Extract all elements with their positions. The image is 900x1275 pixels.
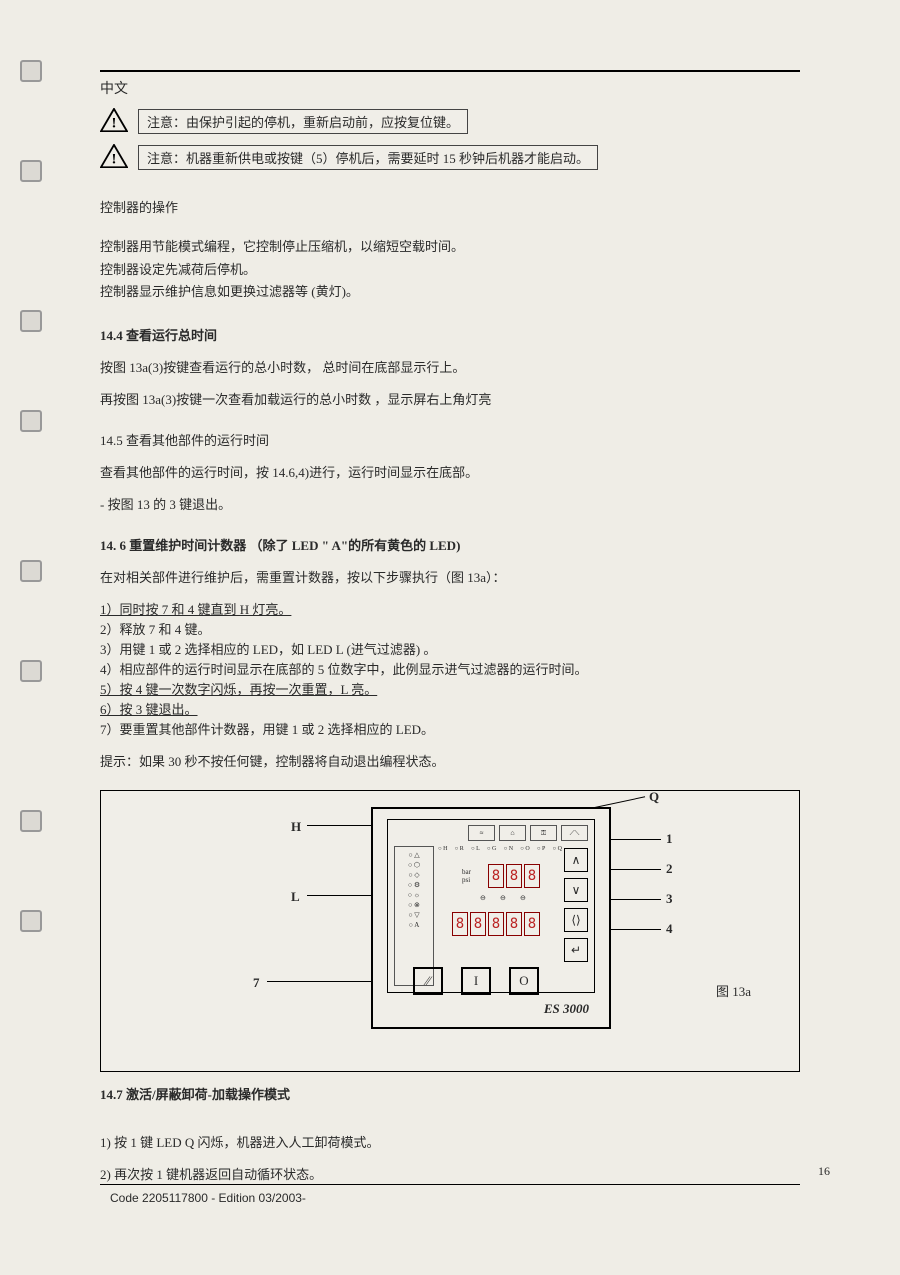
heading-14-4: 14.4 查看运行总时间	[100, 325, 800, 344]
document-page: 中文 ! 注意：由保护引起的停机，重新启动前，应按复位键。 ! 注意：机器重新供…	[0, 0, 900, 1275]
digit-display-top: 8 8 8	[488, 864, 540, 888]
body-text: 控制器设定先减荷后停机。	[100, 260, 800, 281]
step: 7）要重置其他部件计数器，用键 1 或 2 选择相应的 LED。	[100, 719, 800, 738]
led-row: H R L G N O P Q	[438, 846, 562, 860]
callout-3: 3	[666, 891, 673, 907]
top-rule	[100, 70, 800, 72]
top-icon-row: ≈ ⌂ ⚿ ⟋⟍	[468, 824, 588, 842]
warning-icon: !	[100, 144, 128, 170]
callout-2: 2	[666, 861, 673, 877]
callout-Q: Q	[649, 789, 659, 805]
callout-4: 4	[666, 921, 673, 937]
up-button: ∧	[564, 848, 588, 872]
step: 1）同时按 7 和 4 键直到 H 灯亮。	[100, 602, 291, 617]
cycle-button: ⟨⟩	[564, 908, 588, 932]
warning-1: ! 注意：由保护引起的停机，重新启动前，应按复位键。	[100, 108, 800, 134]
callout-7: 7	[253, 975, 260, 991]
warning-icon: !	[100, 108, 128, 134]
page-number: 16	[818, 1164, 830, 1179]
step: 2）释放 7 和 4 键。	[100, 619, 800, 638]
reset-button: ⁄⁄	[413, 967, 443, 995]
bottom-buttons: ⁄⁄ I O	[413, 967, 539, 995]
warning-text-2: 注意：机器重新供电或按键（5）停机后，需要延时 15 秒钟后机器才能启动。	[138, 145, 598, 170]
step: 4）相应部件的运行时间显示在底部的 5 位数字中，此例显示进气过滤器的运行时间。	[100, 659, 800, 678]
side-led-column: △ ⬡ ◇ ⚙ ☼ ⊗ ▽ A	[394, 846, 434, 986]
steps-14-6: 1）同时按 7 和 4 键直到 H 灯亮。 2）释放 7 和 4 键。 3）用键…	[100, 599, 800, 738]
section-title: 控制器的操作	[100, 198, 800, 219]
section-controller: 控制器的操作 控制器用节能模式编程，它控制停止压缩机，以缩短空载时间。 控制器设…	[100, 198, 800, 303]
start-button: I	[461, 967, 491, 995]
figure-label: 图 13a	[716, 981, 751, 1000]
step: 6）按 3 键退出。	[100, 702, 198, 717]
controller-panel: ≈ ⌂ ⚿ ⟋⟍ H R L G N O P Q △ ⬡	[371, 807, 611, 1029]
body-text: 1) 按 1 键 LED Q 闪烁，机器进入人工卸荷模式。	[100, 1132, 800, 1151]
language-label: 中文	[100, 78, 800, 98]
warning-2: ! 注意：机器重新供电或按键（5）停机后，需要延时 15 秒钟后机器才能启动。	[100, 144, 800, 170]
body-text: - 按图 13 的 3 键退出。	[100, 494, 800, 513]
body-text: 再按图 13a(3)按键一次查看加载运行的总小时数 ，显示屏右上角灯亮	[100, 389, 800, 408]
heading-14-6: 14. 6 重置维护时间计数器 （除了 LED " A"的所有黄色的 LED)	[100, 535, 800, 554]
enter-button: ↵	[564, 938, 588, 962]
diagram-13a: H L 7 Q 1 2 3 4 图 13a ≈ ⌂ ⚿ ⟋⟍	[100, 790, 800, 1072]
callout-H: H	[291, 819, 301, 835]
body-text: 查看其他部件的运行时间，按 14.6,4)进行，运行时间显示在底部。	[100, 462, 800, 481]
footer-code: Code 2205117800 - Edition 03/2003-	[110, 1191, 306, 1205]
step: 3）用键 1 或 2 选择相应的 LED，如 LED L (进气过滤器) 。	[100, 639, 800, 658]
binder-holes	[20, 0, 50, 1275]
model-label: ES 3000	[544, 1001, 589, 1017]
heading-14-5: 14.5 查看其他部件的运行时间	[100, 430, 800, 449]
callout-L: L	[291, 889, 300, 905]
stop-button: O	[509, 967, 539, 995]
body-text: 控制器用节能模式编程，它控制停止压缩机，以缩短空载时间。	[100, 237, 800, 258]
callout-1: 1	[666, 831, 673, 847]
body-text: 2) 再次按 1 键机器返回自动循环状态。	[100, 1164, 800, 1183]
step: 5）按 4 键一次数字闪烁，再按一次重置，L 亮。	[100, 682, 377, 697]
body-text: 按图 13a(3)按键查看运行的总小时数， 总时间在底部显示行上。	[100, 357, 800, 376]
warning-text-1: 注意：由保护引起的停机，重新启动前，应按复位键。	[138, 109, 468, 134]
right-button-column: ∧ ∨ ⟨⟩ ↵	[564, 848, 588, 962]
body-text: 在对相关部件进行维护后，需重置计数器，按以下步骤执行（图 13a）：	[100, 567, 800, 586]
body-text: 控制器显示维护信息如更换过滤器等 (黄灯)。	[100, 282, 800, 303]
heading-14-7: 14.7 激活/屏蔽卸荷-加载操作模式	[100, 1084, 800, 1103]
digit-display-bottom: 8 8 8 8 8	[452, 912, 540, 936]
down-button: ∨	[564, 878, 588, 902]
tip-text: 提示：如果 30 秒不按任何键，控制器将自动退出编程状态。	[100, 751, 800, 770]
svg-text:!: !	[112, 116, 117, 132]
svg-text:!: !	[112, 152, 117, 168]
footer-rule	[100, 1184, 800, 1185]
